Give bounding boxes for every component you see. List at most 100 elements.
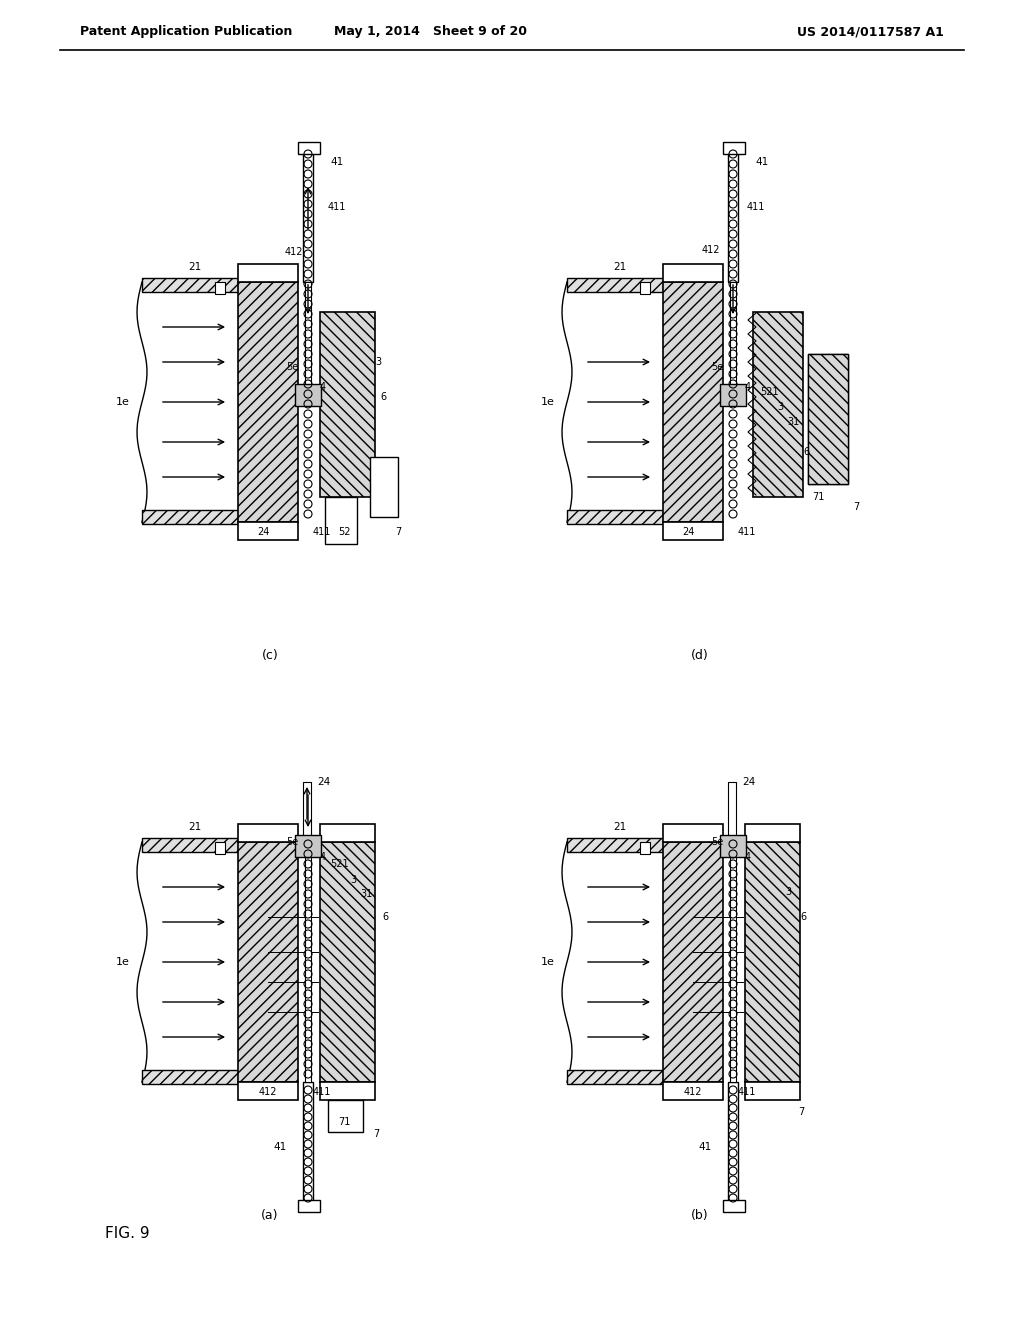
Bar xyxy=(720,836,746,857)
Text: 7: 7 xyxy=(798,1107,804,1117)
Text: 521: 521 xyxy=(330,859,348,869)
Bar xyxy=(303,1082,313,1203)
Text: 5e: 5e xyxy=(711,837,723,847)
Text: 21: 21 xyxy=(613,822,627,832)
Text: 411: 411 xyxy=(746,202,765,213)
Bar xyxy=(238,282,298,521)
Bar xyxy=(720,384,746,407)
Text: 21: 21 xyxy=(613,261,627,272)
Text: 1e: 1e xyxy=(116,397,130,407)
Bar xyxy=(319,842,375,1082)
Bar xyxy=(303,152,313,282)
Text: 6: 6 xyxy=(380,392,386,403)
Text: 1e: 1e xyxy=(541,957,555,968)
Bar xyxy=(303,781,311,842)
Text: 6: 6 xyxy=(382,912,388,921)
Bar xyxy=(325,498,357,544)
Text: (d): (d) xyxy=(691,648,709,661)
Bar xyxy=(663,842,723,1082)
Text: 4: 4 xyxy=(319,851,326,862)
Bar xyxy=(142,1071,238,1084)
Bar xyxy=(238,842,298,1082)
Text: 411: 411 xyxy=(313,527,332,537)
Text: 7: 7 xyxy=(853,502,859,512)
Text: 21: 21 xyxy=(188,822,202,832)
Bar xyxy=(142,838,238,851)
Bar xyxy=(723,143,745,154)
Text: 24: 24 xyxy=(257,527,269,537)
Bar xyxy=(640,842,650,854)
Text: 4: 4 xyxy=(745,381,752,392)
Text: 31: 31 xyxy=(787,417,800,426)
Text: 412: 412 xyxy=(285,247,303,257)
Text: 411: 411 xyxy=(738,1086,757,1097)
Bar xyxy=(370,457,398,517)
Bar xyxy=(730,842,736,1082)
Text: 3: 3 xyxy=(777,403,783,412)
Bar xyxy=(319,1082,375,1100)
Text: 21: 21 xyxy=(188,261,202,272)
Text: Patent Application Publication: Patent Application Publication xyxy=(80,25,293,38)
Bar xyxy=(319,824,375,842)
Text: 4: 4 xyxy=(745,851,752,862)
Bar xyxy=(730,282,736,404)
Bar xyxy=(295,836,321,857)
Bar xyxy=(663,282,723,521)
Text: 521: 521 xyxy=(760,387,778,397)
Bar xyxy=(305,842,311,1082)
Text: 31: 31 xyxy=(360,888,373,899)
Bar xyxy=(328,1100,362,1133)
Text: 41: 41 xyxy=(698,1142,712,1152)
Bar xyxy=(808,354,848,484)
Bar xyxy=(663,1082,723,1100)
Bar xyxy=(238,824,298,842)
Text: May 1, 2014   Sheet 9 of 20: May 1, 2014 Sheet 9 of 20 xyxy=(334,25,526,38)
Text: (b): (b) xyxy=(691,1209,709,1222)
Text: 411: 411 xyxy=(328,202,346,213)
Bar xyxy=(663,824,723,842)
Bar xyxy=(567,838,663,851)
Text: 52: 52 xyxy=(338,527,350,537)
Bar xyxy=(663,264,723,282)
Text: 3: 3 xyxy=(785,887,792,898)
Text: 5e: 5e xyxy=(286,837,298,847)
Bar xyxy=(663,521,723,540)
Text: 412: 412 xyxy=(258,1086,278,1097)
Text: 3: 3 xyxy=(375,356,381,367)
Bar xyxy=(567,1071,663,1084)
Text: 3: 3 xyxy=(350,875,356,884)
Text: 411: 411 xyxy=(738,527,757,537)
Text: 412: 412 xyxy=(683,1086,702,1097)
Bar xyxy=(640,282,650,294)
Bar xyxy=(295,384,321,407)
Text: 71: 71 xyxy=(812,492,824,502)
Text: 412: 412 xyxy=(701,246,720,255)
Text: 7: 7 xyxy=(373,1129,379,1139)
Bar xyxy=(215,842,225,854)
Bar xyxy=(298,1200,319,1212)
Text: 6: 6 xyxy=(803,447,809,457)
Bar xyxy=(808,354,848,484)
Bar xyxy=(567,279,663,292)
Bar xyxy=(305,282,311,404)
Bar xyxy=(745,824,800,842)
Text: 24: 24 xyxy=(742,777,756,787)
Text: 24: 24 xyxy=(682,527,694,537)
Text: 5e: 5e xyxy=(711,362,723,372)
Text: 1e: 1e xyxy=(541,397,555,407)
Bar xyxy=(142,510,238,524)
Text: 4: 4 xyxy=(319,381,326,392)
Text: 41: 41 xyxy=(330,157,343,168)
Text: FIG. 9: FIG. 9 xyxy=(105,1225,150,1241)
Text: 41: 41 xyxy=(755,157,768,168)
Bar xyxy=(728,781,736,842)
Text: 5e: 5e xyxy=(286,362,298,372)
Bar xyxy=(745,842,800,1082)
Text: 1e: 1e xyxy=(116,957,130,968)
Bar xyxy=(238,1082,298,1100)
Text: (c): (c) xyxy=(261,648,279,661)
Bar xyxy=(745,1082,800,1100)
Bar xyxy=(723,1200,745,1212)
Bar xyxy=(142,279,238,292)
Bar xyxy=(728,152,738,282)
